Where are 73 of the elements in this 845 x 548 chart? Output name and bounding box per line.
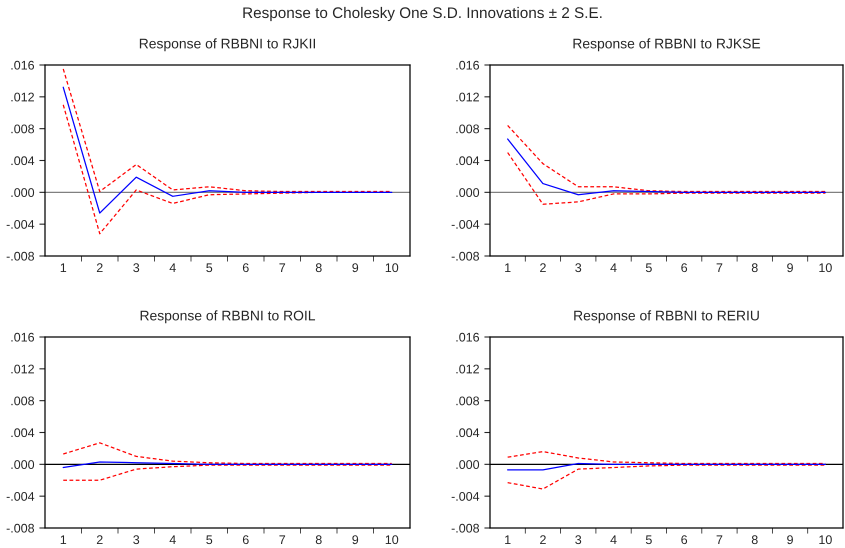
chart-title: Response of RBBNI to RJKII [140,38,315,52]
x-tick-label: 1 [60,263,66,272]
x-tick-label: 2 [96,263,103,272]
y-tick-label: .004 [11,428,34,438]
x-tick-label: 3 [575,535,582,544]
y-tick-label: .008 [11,124,34,134]
y-tick-label: .000 [456,188,480,197]
y-tick-label: -.004 [452,492,480,501]
x-tick-label: 9 [352,263,358,272]
y-tick-label: -.004 [452,220,480,229]
x-tick-label: 8 [316,263,322,272]
y-tick-label: .000 [11,188,34,197]
x-tick-label: 1 [505,263,511,272]
chart-title: Response of RBBNI to ROIL [140,310,316,324]
y-tick-label: .000 [456,460,480,469]
y-tick-label: .016 [456,332,480,342]
x-tick-label: 6 [242,535,249,544]
x-tick-label: 1 [60,535,66,544]
x-tick-label: 10 [819,263,832,272]
x-tick-label: 5 [646,263,652,272]
x-tick-label: 4 [610,263,617,272]
x-tick-label: 4 [610,535,617,544]
y-tick-label: .008 [11,396,34,406]
x-tick-label: 2 [540,535,546,544]
x-tick-label: 5 [206,535,212,544]
x-tick-label: 4 [170,535,176,544]
y-tick-label: .008 [456,396,480,406]
x-tick-label: 3 [575,263,582,272]
y-tick-label: .012 [456,92,479,102]
y-tick-label: -.008 [452,524,480,533]
x-tick-label: 5 [646,535,652,544]
x-tick-label: 8 [752,535,758,544]
x-tick-label: 6 [242,263,249,272]
chart-title: Response of RBBNI to RJKSE [573,38,760,52]
x-tick-label: 4 [170,263,176,272]
y-tick-label: -.008 [452,252,480,261]
text: Response to Cholesky One S.D. Innovations ± 2 S.E. [243,6,602,22]
x-tick-label: 10 [386,535,398,544]
y-tick-label: -.004 [6,220,34,229]
y-tick-label: .012 [11,364,34,374]
y-tick-label: .004 [456,156,480,166]
x-tick-label: 2 [96,535,103,544]
y-tick-label: .016 [456,60,480,70]
x-tick-label: 8 [316,535,322,544]
y-tick-label: .004 [11,156,34,166]
chart-title: Response of RBBNI to RERIU [574,310,759,324]
x-tick-label: 9 [787,535,793,544]
x-tick-label: 1 [505,535,511,544]
y-tick-label: -.004 [6,492,34,501]
y-tick-label: .012 [11,92,34,102]
y-tick-label: .008 [456,124,480,134]
y-tick-label: -.008 [6,252,34,261]
x-tick-label: 9 [787,263,793,272]
x-tick-label: 6 [681,535,688,544]
y-tick-label: .004 [456,428,480,438]
x-tick-label: 8 [752,263,758,272]
x-tick-label: 6 [681,263,688,272]
y-tick-label: .012 [456,364,479,374]
x-tick-label: 2 [540,263,546,272]
x-tick-label: 10 [386,263,398,272]
x-tick-label: 9 [352,535,358,544]
x-tick-label: 7 [279,535,286,544]
x-tick-label: 10 [819,535,832,544]
x-tick-label: 7 [716,535,722,544]
x-tick-label: 7 [279,263,286,272]
y-tick-label: .016 [11,332,34,342]
y-tick-label: .016 [11,60,34,70]
x-tick-label: 3 [133,535,140,544]
x-tick-label: 7 [716,263,722,272]
y-tick-label: .000 [11,460,34,469]
x-tick-label: 5 [206,263,212,272]
x-tick-label: 3 [133,263,140,272]
y-tick-label: -.008 [6,524,34,533]
